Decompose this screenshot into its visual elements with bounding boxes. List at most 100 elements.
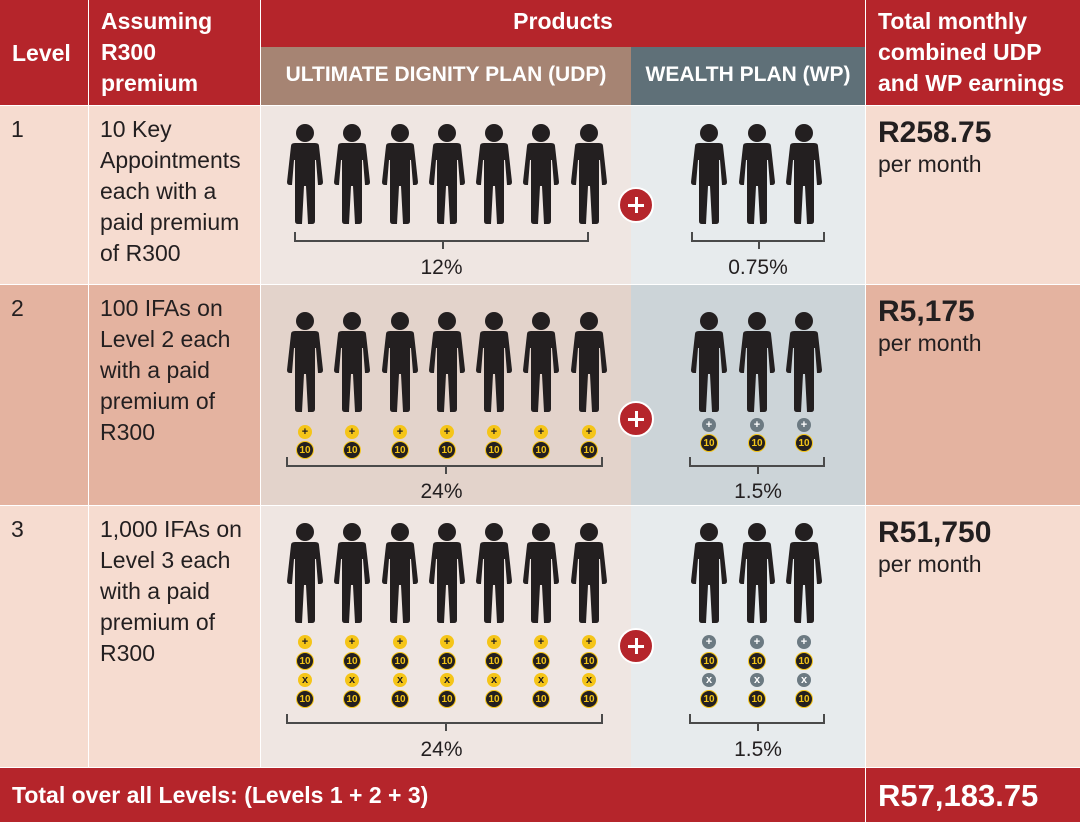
row3-desc: 1,000 IFAs on Level 3 each with a paid p…	[89, 506, 260, 767]
row3-total: R51,750 per month	[866, 506, 1080, 767]
footer-total: R57,183.75	[866, 768, 1080, 822]
coin-icon: 10	[700, 652, 718, 670]
person-icon	[571, 312, 607, 412]
coin-icon: +	[702, 635, 716, 649]
coin-icon: +	[797, 635, 811, 649]
row3-amount: R51,750	[878, 516, 992, 549]
coin-icon: 10	[580, 652, 598, 670]
coin-icon: 10	[700, 690, 718, 708]
coin-icon: +	[298, 425, 312, 439]
plus-circle-icon	[618, 628, 654, 664]
person-icon	[334, 312, 370, 412]
footer-label-text: Total over all Levels: (Levels 1 + 2 + 3…	[12, 782, 429, 808]
header-assuming: Assuming R300 premium paid	[89, 0, 260, 127]
header-assuming-text: Assuming R300 premium paid	[101, 8, 213, 127]
person-icon	[691, 124, 727, 224]
coin-icon: 10	[343, 652, 361, 670]
coin-icon: +	[487, 635, 501, 649]
row2-level-text: 2	[11, 295, 24, 321]
coin-icon: +	[345, 425, 359, 439]
person-icon	[786, 124, 822, 224]
person-icon	[523, 124, 559, 224]
person-icon	[691, 312, 727, 412]
header-udp-text: ULTIMATE DIGNITY PLAN (UDP)	[285, 63, 607, 86]
coin-icon: 10	[438, 441, 456, 459]
person-icon	[382, 124, 418, 224]
row2-wp-bracket	[689, 457, 825, 474]
coin-icon: 10	[580, 441, 598, 459]
row2-udp-bracket	[286, 457, 603, 474]
coin-icon: x	[797, 673, 811, 687]
plus-circle-icon	[618, 187, 654, 223]
header-level-text: Level	[12, 40, 71, 66]
coin-icon: 10	[532, 441, 550, 459]
coin-icon: x	[750, 673, 764, 687]
row3-level: 3	[0, 506, 88, 767]
person-icon	[287, 124, 323, 224]
coin-icon: +	[345, 635, 359, 649]
coin-icon: +	[393, 425, 407, 439]
coin-icon: x	[534, 673, 548, 687]
coin-icon: 10	[748, 434, 766, 452]
coin-icon: x	[298, 673, 312, 687]
row2-desc: 100 IFAs on Level 2 each with a paid pre…	[89, 285, 260, 505]
coin-icon: +	[582, 635, 596, 649]
row3-udp-bracket	[286, 714, 603, 731]
coin-icon: +	[750, 635, 764, 649]
person-icon	[429, 312, 465, 412]
plus-circle-icon	[618, 401, 654, 437]
coin-icon: +	[487, 425, 501, 439]
coin-icon: 10	[700, 434, 718, 452]
coin-icon: 10	[391, 690, 409, 708]
person-icon	[287, 312, 323, 412]
person-icon	[476, 312, 512, 412]
header-wp: WEALTH PLAN (WP)	[631, 47, 865, 105]
coin-icon: 10	[748, 652, 766, 670]
coin-icon: x	[487, 673, 501, 687]
coin-icon: +	[582, 425, 596, 439]
coin-icon: 10	[795, 690, 813, 708]
coin-icon: +	[534, 425, 548, 439]
row1-desc: 10 Key Appointments each with a paid pre…	[89, 106, 260, 284]
row2-udp-pct: 24%	[420, 480, 463, 503]
row1-wp-pct: 0.75%	[728, 256, 788, 279]
person-icon	[476, 124, 512, 224]
coin-icon: +	[393, 635, 407, 649]
coin-icon: 10	[296, 441, 314, 459]
person-icon	[691, 523, 727, 623]
coin-icon: 10	[296, 652, 314, 670]
row1-per-month: per month	[878, 151, 982, 177]
coin-icon: +	[702, 418, 716, 432]
coin-icon: 10	[438, 690, 456, 708]
coin-icon: +	[797, 418, 811, 432]
row2-amount: R5,175	[878, 295, 975, 328]
row3-level-text: 3	[11, 516, 24, 542]
header-products-text: Products	[513, 8, 613, 34]
coin-icon: 10	[343, 441, 361, 459]
row1-udp-bracket	[294, 232, 589, 249]
person-icon	[334, 124, 370, 224]
footer-total-text: R57,183.75	[878, 778, 1039, 813]
row2-total: R5,175 per month	[866, 285, 1080, 505]
person-icon	[429, 124, 465, 224]
header-total-text: Total monthly combined UDP and WP earnin…	[878, 8, 1065, 96]
coin-icon: +	[440, 635, 454, 649]
row3-desc-text: 1,000 IFAs on Level 3 each with a paid p…	[100, 516, 242, 666]
person-icon	[786, 312, 822, 412]
header-udp: ULTIMATE DIGNITY PLAN (UDP)	[261, 47, 631, 105]
row1-desc-text: 10 Key Appointments each with a paid pre…	[100, 116, 241, 266]
header-total: Total monthly combined UDP and WP earnin…	[866, 0, 1080, 105]
coin-icon: 10	[296, 690, 314, 708]
coin-icon: x	[702, 673, 716, 687]
coin-icon: 10	[748, 690, 766, 708]
person-icon	[571, 523, 607, 623]
row1-level: 1	[0, 106, 88, 284]
coin-icon: +	[534, 635, 548, 649]
coin-icon: x	[345, 673, 359, 687]
coin-icon: 10	[795, 434, 813, 452]
coin-icon: 10	[795, 652, 813, 670]
coin-icon: x	[582, 673, 596, 687]
person-icon	[476, 523, 512, 623]
coin-icon: 10	[391, 441, 409, 459]
